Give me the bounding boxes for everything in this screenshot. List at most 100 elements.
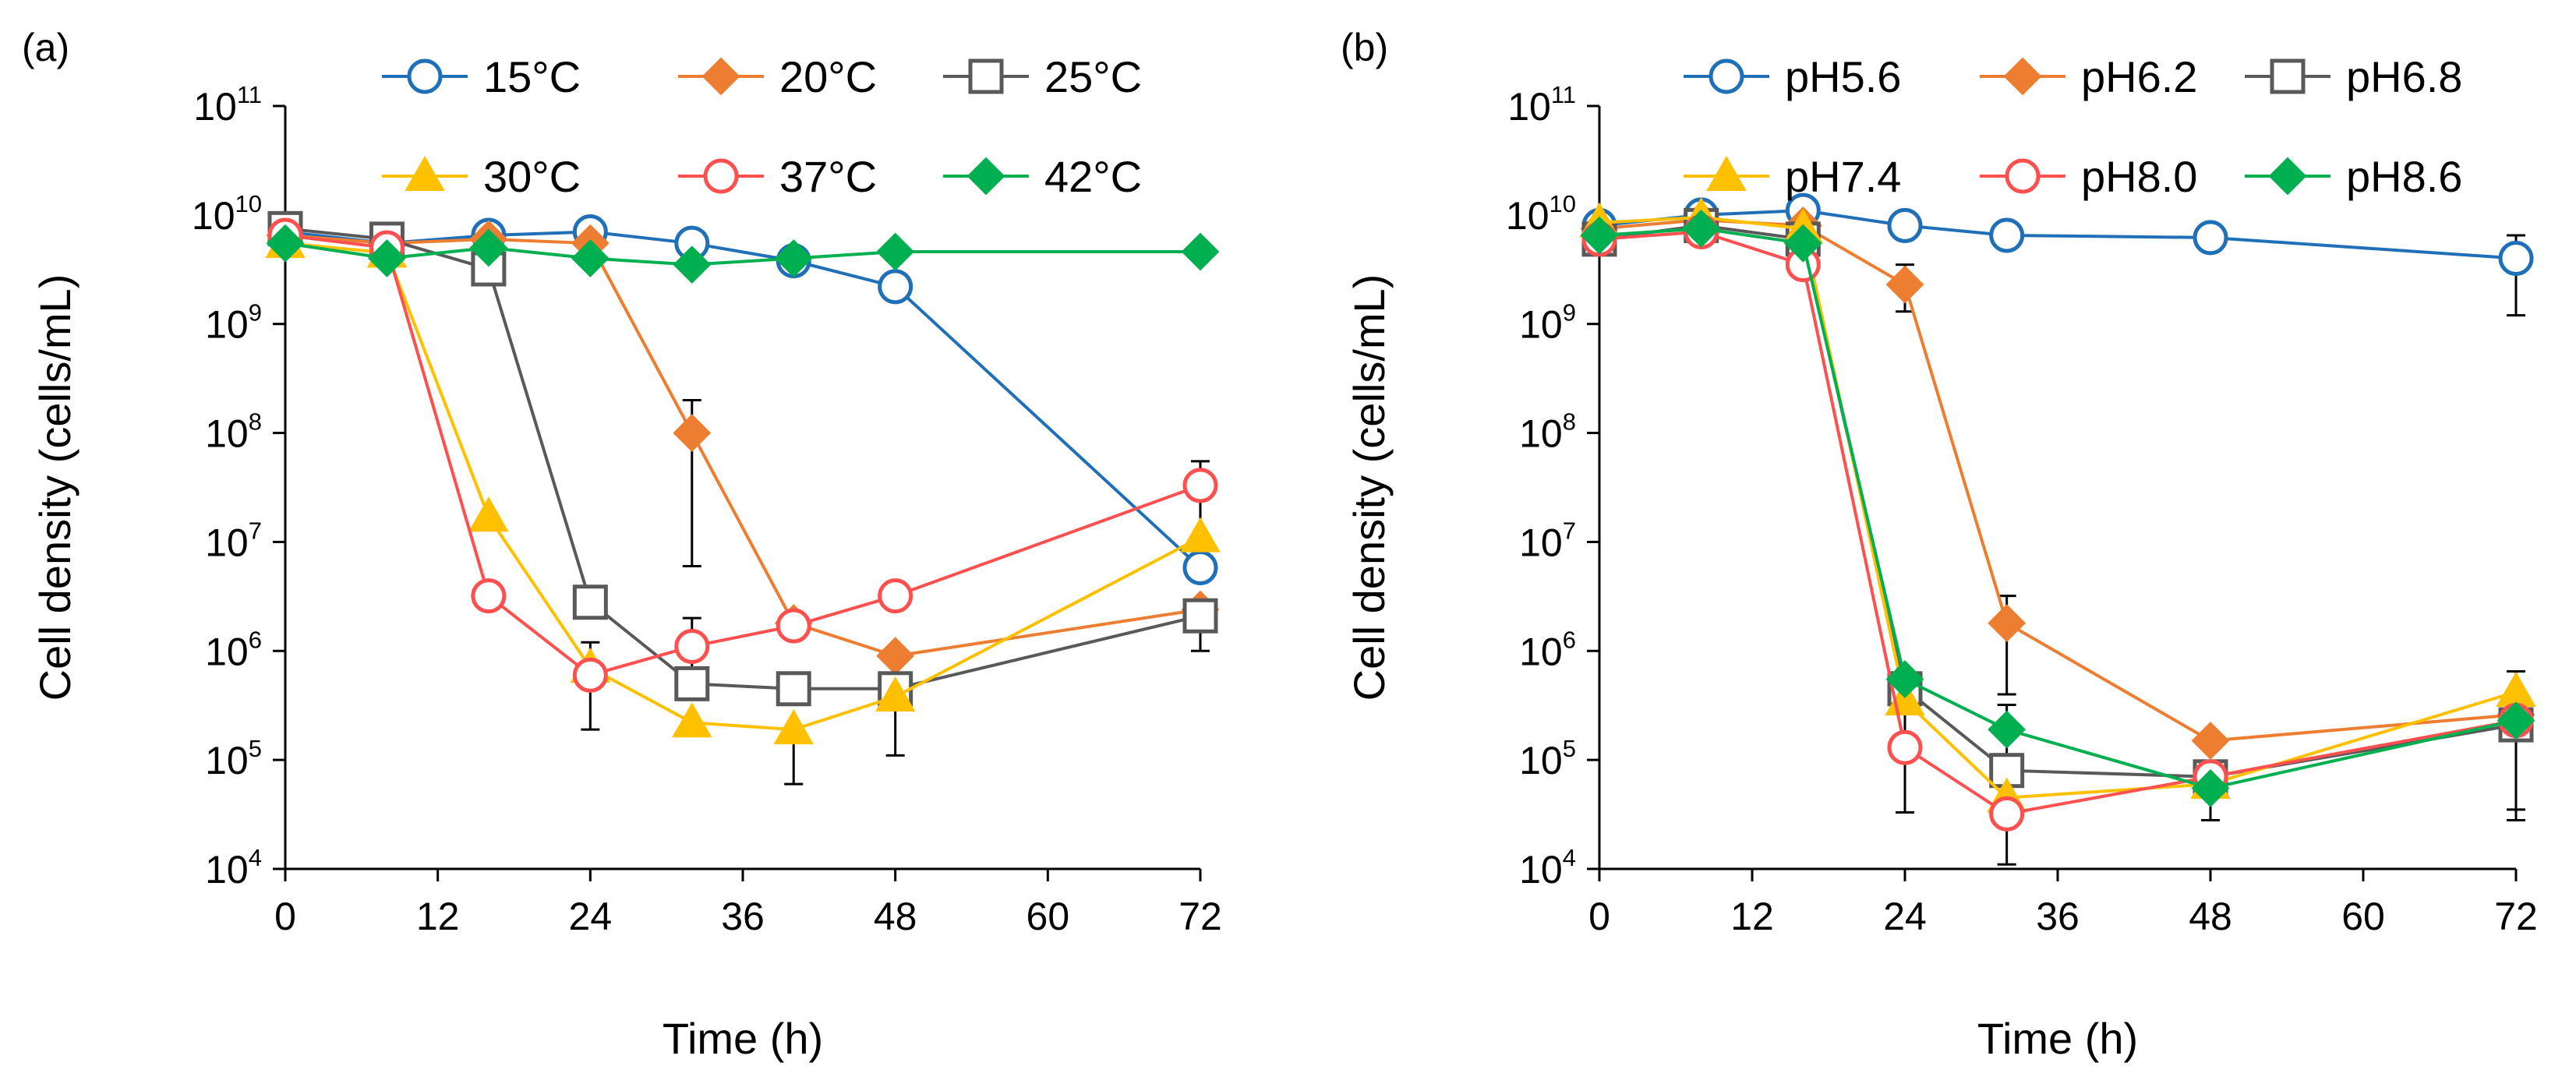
y-tick-base: 10 [192, 194, 235, 238]
series-ph62 [1580, 200, 2535, 760]
data-point [2193, 220, 2228, 256]
y-tick-label: 106 [1519, 626, 1576, 673]
data-point [468, 496, 509, 532]
data-point [2498, 241, 2534, 277]
legend-marker [2268, 157, 2307, 196]
x-tick-label: 48 [874, 895, 917, 938]
x-tick-label: 60 [2341, 895, 2385, 938]
data-point [773, 709, 814, 745]
series-line [1599, 224, 2517, 779]
data-point [1989, 796, 2025, 832]
legend-label: 25°C [1044, 52, 1142, 101]
y-tick-label: 1011 [1507, 81, 1576, 129]
data-point [1885, 265, 1924, 304]
data-point [674, 628, 710, 664]
data-point [878, 578, 913, 614]
data-point [2191, 769, 2230, 807]
legend-label: 37°C [779, 152, 877, 201]
data-point [1682, 209, 1721, 248]
series-line [1599, 215, 2517, 800]
y-tick-exponent: 7 [1563, 517, 1576, 544]
legend-item: pH8.0 [1980, 152, 2197, 201]
legend-item: pH6.2 [1980, 52, 2197, 101]
legend-item: 25°C [943, 52, 1142, 101]
panel-label: (a) [22, 26, 69, 69]
data-point [469, 228, 508, 267]
series-line [284, 234, 1201, 658]
legend-label: 42°C [1044, 152, 1142, 201]
x-tick-label: 36 [721, 895, 765, 938]
y-tick-base: 10 [205, 303, 249, 347]
data-point [368, 239, 406, 277]
y-tick-exponent: 9 [1563, 299, 1576, 327]
y-tick-label: 109 [1519, 299, 1576, 347]
y-tick-label: 107 [205, 517, 262, 564]
series-line [284, 234, 1201, 677]
data-point [571, 239, 610, 277]
series-line [284, 227, 1201, 690]
legend-marker [2003, 57, 2042, 96]
y-tick-exponent: 6 [249, 626, 262, 653]
legend-label: pH6.8 [2346, 52, 2462, 101]
y-tick-exponent: 10 [1549, 190, 1576, 217]
y-tick-label: 1010 [192, 190, 262, 238]
series-ph56 [1581, 192, 2534, 277]
y-tick-exponent: 4 [1563, 844, 1576, 871]
data-point [876, 232, 915, 271]
y-tick-exponent: 8 [1563, 408, 1576, 436]
y-tick-exponent: 11 [237, 81, 262, 108]
legend-marker [2270, 58, 2306, 94]
data-point [776, 671, 811, 707]
data-point [1989, 217, 2025, 253]
data-point [1182, 598, 1218, 634]
series-30c [265, 223, 1221, 745]
legend-label: pH8.0 [2081, 152, 2197, 201]
x-tick-label: 12 [416, 895, 460, 938]
data-point [572, 657, 608, 693]
data-point [1783, 224, 1822, 263]
x-tick-label: 72 [1178, 895, 1222, 938]
data-point [875, 676, 916, 712]
data-point [1988, 710, 2027, 749]
legend-marker [968, 58, 1004, 94]
y-tick-exponent: 7 [249, 517, 262, 544]
data-point [2191, 722, 2230, 760]
y-tick-exponent: 4 [249, 844, 262, 871]
data-point [1182, 468, 1218, 503]
series-37c [267, 217, 1218, 693]
data-point [878, 269, 913, 305]
y-tick-label: 1010 [1506, 190, 1576, 238]
data-point [266, 224, 305, 263]
data-point [1885, 660, 1924, 699]
y-axis-title: Cell density (cells/mL) [30, 274, 80, 701]
chart-panel-b: (b)0 12 24 36 48 60 72104105106107108109101010… [1341, 26, 2538, 1063]
series-ph68 [1581, 207, 2534, 795]
x-tick-label: 24 [1883, 895, 1927, 938]
legend-marker [1706, 155, 1747, 191]
y-tick-base: 10 [193, 85, 237, 129]
series-line [284, 242, 1201, 732]
y-tick-exponent: 9 [249, 299, 262, 327]
legend-label: pH5.6 [1785, 52, 1901, 101]
legend-label: pH6.2 [2081, 52, 2197, 101]
x-tick-label: 36 [2036, 895, 2080, 938]
y-axis-title: Cell density (cells/mL) [1345, 274, 1394, 701]
y-tick-label: 108 [205, 408, 262, 456]
y-tick-base: 10 [205, 848, 249, 892]
y-tick-label: 109 [205, 299, 262, 347]
y-tick-label: 1011 [193, 81, 262, 129]
x-tick-label: 48 [2189, 895, 2232, 938]
legend-item: pH6.8 [2245, 52, 2462, 101]
data-point [876, 637, 915, 676]
y-tick-base: 10 [205, 412, 249, 456]
series-ph80 [1581, 214, 2534, 832]
data-point [673, 245, 712, 284]
y-tick-exponent: 5 [1563, 735, 1576, 762]
data-point [776, 608, 811, 644]
y-tick-base: 10 [205, 739, 249, 782]
data-point [1887, 207, 1923, 243]
x-tick-label: 60 [1027, 895, 1070, 938]
y-tick-exponent: 11 [1551, 81, 1576, 108]
x-tick-label: 0 [1588, 895, 1610, 938]
